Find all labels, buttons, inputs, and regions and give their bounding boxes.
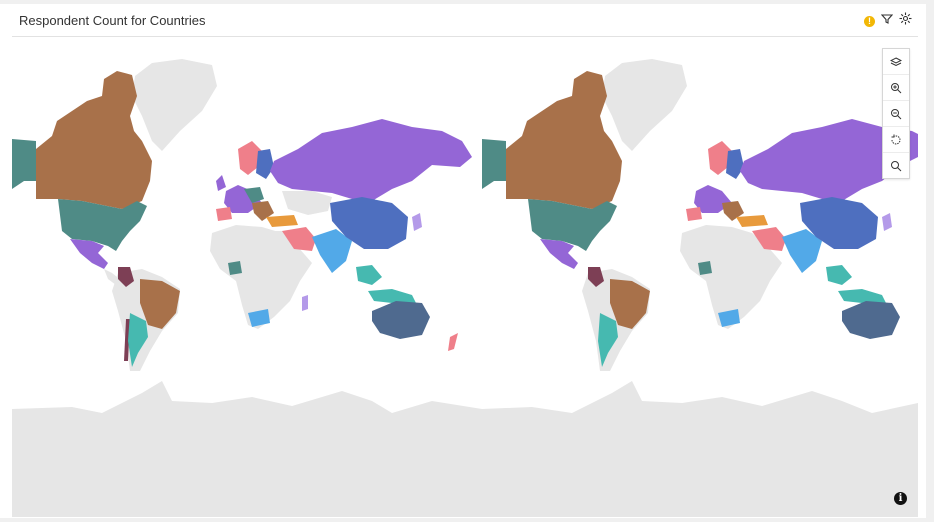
saudi-arabia[interactable] — [282, 227, 316, 251]
united-states[interactable] — [528, 199, 617, 251]
alaska[interactable] — [12, 139, 36, 189]
header-actions: ! — [864, 12, 912, 30]
finland[interactable] — [726, 149, 744, 179]
filter-icon[interactable] — [880, 12, 894, 30]
antarctica[interactable] — [12, 381, 918, 517]
india[interactable] — [312, 229, 352, 273]
panel-title: Respondent Count for Countries — [19, 13, 206, 28]
brazil[interactable] — [140, 279, 180, 329]
map-toolbar — [882, 48, 910, 179]
peru[interactable] — [118, 267, 134, 287]
australia[interactable] — [842, 301, 900, 339]
world-copy-left — [12, 59, 472, 371]
nigeria[interactable] — [228, 261, 242, 275]
southeast-asia[interactable] — [356, 265, 382, 285]
map-panel: Respondent Count for Countries ! — [0, 4, 926, 518]
new-zealand[interactable] — [448, 333, 458, 351]
mexico[interactable] — [70, 239, 108, 269]
turkey[interactable] — [266, 215, 298, 227]
uk[interactable] — [216, 175, 226, 191]
mexico[interactable] — [540, 239, 578, 269]
argentina[interactable] — [598, 313, 618, 367]
info-icon[interactable]: i — [894, 492, 907, 505]
scandinavia[interactable] — [708, 141, 732, 175]
south-africa[interactable] — [248, 309, 270, 327]
search-icon[interactable] — [883, 153, 909, 178]
australia[interactable] — [372, 301, 430, 339]
argentina[interactable] — [128, 313, 148, 367]
south-africa[interactable] — [718, 309, 740, 327]
united-states[interactable] — [58, 199, 147, 251]
zoom-out-icon[interactable] — [883, 101, 909, 127]
peru[interactable] — [588, 267, 604, 287]
china[interactable] — [800, 197, 878, 249]
southeast-asia[interactable] — [826, 265, 852, 285]
indonesia[interactable] — [368, 289, 416, 303]
china[interactable] — [330, 197, 408, 249]
settings-icon[interactable] — [899, 12, 912, 30]
layers-icon[interactable] — [883, 49, 909, 75]
africa[interactable] — [680, 225, 782, 329]
kazakhstan[interactable] — [282, 191, 332, 215]
canada[interactable] — [36, 71, 152, 209]
western-europe[interactable] — [694, 185, 732, 213]
nigeria[interactable] — [698, 261, 712, 275]
saudi-arabia[interactable] — [752, 227, 786, 251]
brazil[interactable] — [610, 279, 650, 329]
zoom-in-icon[interactable] — [883, 75, 909, 101]
world-map[interactable] — [12, 41, 918, 517]
madagascar[interactable] — [302, 295, 308, 311]
japan[interactable] — [412, 213, 422, 231]
scandinavia[interactable] — [238, 141, 262, 175]
india[interactable] — [782, 229, 822, 273]
spain[interactable] — [686, 207, 702, 221]
turkey[interactable] — [736, 215, 768, 227]
japan[interactable] — [882, 213, 892, 231]
russia[interactable] — [740, 119, 918, 201]
germany-area[interactable] — [244, 187, 264, 203]
reset-view-icon[interactable] — [883, 127, 909, 153]
indonesia[interactable] — [838, 289, 886, 303]
italy-balkans[interactable] — [252, 201, 274, 221]
spain[interactable] — [216, 207, 232, 221]
russia[interactable] — [270, 119, 472, 201]
world-copy-right — [482, 59, 918, 371]
panel-header: Respondent Count for Countries ! — [12, 4, 918, 37]
canada[interactable] — [506, 71, 622, 209]
greenland[interactable] — [132, 59, 217, 151]
warning-icon[interactable]: ! — [864, 15, 875, 27]
africa[interactable] — [210, 225, 312, 329]
alaska[interactable] — [482, 139, 506, 189]
italy-balkans[interactable] — [722, 201, 744, 221]
finland[interactable] — [256, 149, 274, 179]
greenland[interactable] — [602, 59, 687, 151]
chile[interactable] — [124, 319, 130, 361]
